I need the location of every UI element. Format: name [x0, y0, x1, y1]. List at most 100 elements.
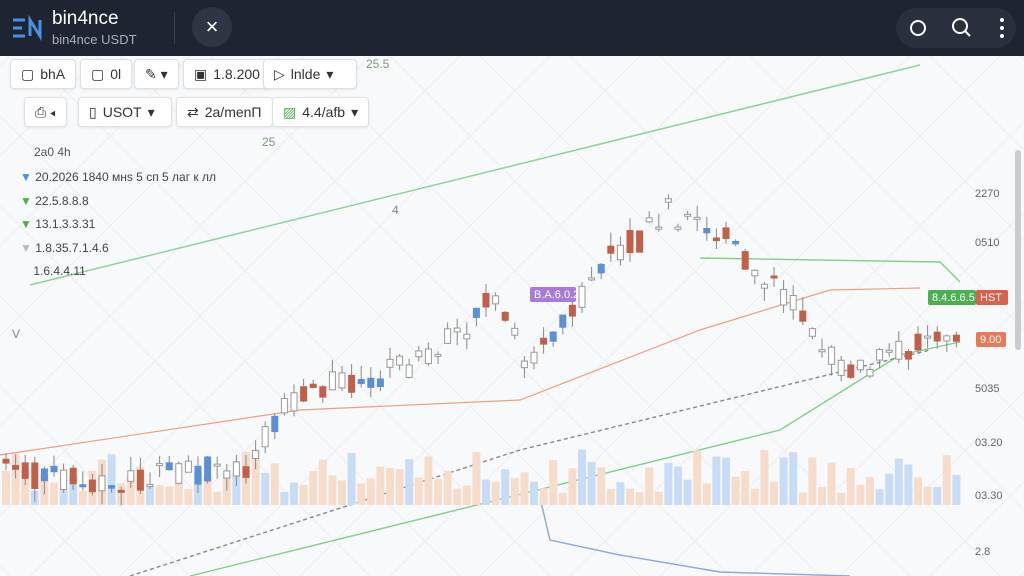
- candle-body: [741, 251, 749, 270]
- volume-bar: [587, 461, 596, 505]
- candle-body: [232, 461, 240, 477]
- volume-bar: [299, 484, 308, 505]
- candle-body: [434, 353, 442, 357]
- bg-grid: [929, 55, 1024, 151]
- axis-label: 0510: [975, 237, 999, 249]
- tool-button[interactable]: ▷ lnlde ▾: [263, 59, 357, 89]
- volume-bar: [654, 491, 663, 505]
- tool-button[interactable]: ▢ bhA: [10, 59, 77, 89]
- annotation: 25: [262, 135, 276, 149]
- tool-label: 2a/menП: [204, 104, 262, 120]
- volume-bar: [59, 489, 68, 505]
- candle-body: [626, 230, 634, 254]
- tool-label: 4.4/afb: [302, 104, 346, 120]
- volume-bar: [645, 467, 654, 505]
- search-icon[interactable]: [952, 18, 968, 34]
- volume-bar: [779, 457, 788, 505]
- candle-body: [127, 470, 135, 482]
- volume-bar: [712, 456, 721, 505]
- settings-icon[interactable]: [910, 20, 926, 36]
- volume-bar: [539, 488, 548, 505]
- candle-body: [789, 294, 797, 311]
- candle-body: [828, 346, 836, 365]
- price-tag: 9.00: [980, 334, 1001, 346]
- candle-body: [300, 386, 308, 402]
- tool-label: 0l: [110, 66, 122, 82]
- volume-bar: [290, 482, 298, 505]
- volume-bar: [318, 459, 327, 505]
- tool-button[interactable]: ⇄ 2a/menП: [176, 97, 273, 127]
- volume-bar: [530, 481, 538, 505]
- tool-button[interactable]: ✎ ▾: [134, 59, 179, 89]
- candle-body: [357, 378, 365, 385]
- candle-body: [808, 328, 816, 337]
- candle-body: [674, 226, 682, 230]
- axis-label: 5035: [975, 383, 999, 395]
- volume-bar: [683, 479, 692, 505]
- axis-label: 03.30: [975, 490, 1003, 502]
- volume-bar: [894, 458, 903, 505]
- volume-bar: [722, 457, 730, 505]
- legend-item: ▼ 1.8.35.7.1.4.6: [20, 240, 109, 255]
- candle-body: [108, 485, 116, 489]
- volume-bar: [213, 491, 222, 505]
- divider: [174, 12, 175, 44]
- more-icon[interactable]: [1000, 18, 1004, 38]
- moving-average: [0, 287, 921, 456]
- bg-grid: [659, 55, 1024, 421]
- candle-body: [607, 245, 615, 254]
- volume-bar: [328, 475, 337, 505]
- candle-body: [933, 331, 941, 342]
- candle-body: [396, 355, 404, 366]
- legend-text: 13.1.3.3.31: [35, 217, 96, 231]
- candle-body: [386, 358, 394, 368]
- candle-body: [213, 463, 221, 467]
- candle-body: [549, 331, 557, 342]
- annotation: V: [12, 327, 20, 341]
- candle-body: [511, 327, 519, 336]
- close-button[interactable]: ×: [192, 7, 232, 47]
- chart-drawing: 25.5 25 4 V B.A.6.0.2 8.4.6.6.5 HST 9.00 2270 051…: [0, 55, 1024, 576]
- volume-bar: [808, 457, 817, 505]
- tool-button[interactable]: ▢ 0l: [80, 59, 133, 89]
- tool-button[interactable]: ▣ 1.8.200: [183, 59, 271, 89]
- candle-body: [616, 244, 624, 261]
- candle-body: [223, 470, 231, 479]
- candle-body: [165, 462, 173, 471]
- legend-item: ▼ 22.5.8.8.8: [20, 193, 89, 208]
- tool-button[interactable]: ▯ USOT ▾: [78, 97, 172, 127]
- candle-body: [117, 489, 125, 493]
- candle-body: [79, 484, 87, 488]
- annotation: 4: [392, 203, 399, 217]
- candle-body: [664, 198, 672, 203]
- volume-bar: [107, 454, 116, 505]
- volume-bar: [693, 450, 702, 505]
- candle-body: [252, 450, 260, 460]
- candle-body: [290, 392, 298, 412]
- volume-bar: [146, 486, 154, 505]
- volume-bar: [626, 488, 634, 505]
- scrollbar[interactable]: [1015, 150, 1021, 350]
- volume-bar: [664, 463, 673, 505]
- legend-text: 20.2026 1840 мнs 5 сп 5 лаг к лл: [35, 170, 217, 184]
- volume-bar: [184, 489, 193, 505]
- volume-bar: [347, 453, 356, 505]
- candle-body: [472, 307, 480, 319]
- bg-grid: [929, 481, 1024, 576]
- volume-bar: [750, 488, 759, 505]
- candle-body: [136, 469, 144, 491]
- volume-bar: [50, 482, 58, 505]
- icon-group: [896, 8, 1016, 48]
- volume-bar: [837, 492, 846, 505]
- tool-button[interactable]: ⎙ ◂: [24, 97, 67, 127]
- tool-label: 1.8.200: [213, 66, 260, 82]
- volume-bar: [472, 451, 481, 505]
- legend-text: 22.5.8.8.8: [35, 193, 89, 208]
- candle-body: [770, 275, 778, 279]
- candle-body: [684, 213, 692, 217]
- candle-body: [280, 398, 288, 414]
- candle-body: [952, 334, 960, 342]
- candle-body: [463, 333, 471, 340]
- tool-button[interactable]: ▨ 4.4/afb ▾: [272, 97, 370, 127]
